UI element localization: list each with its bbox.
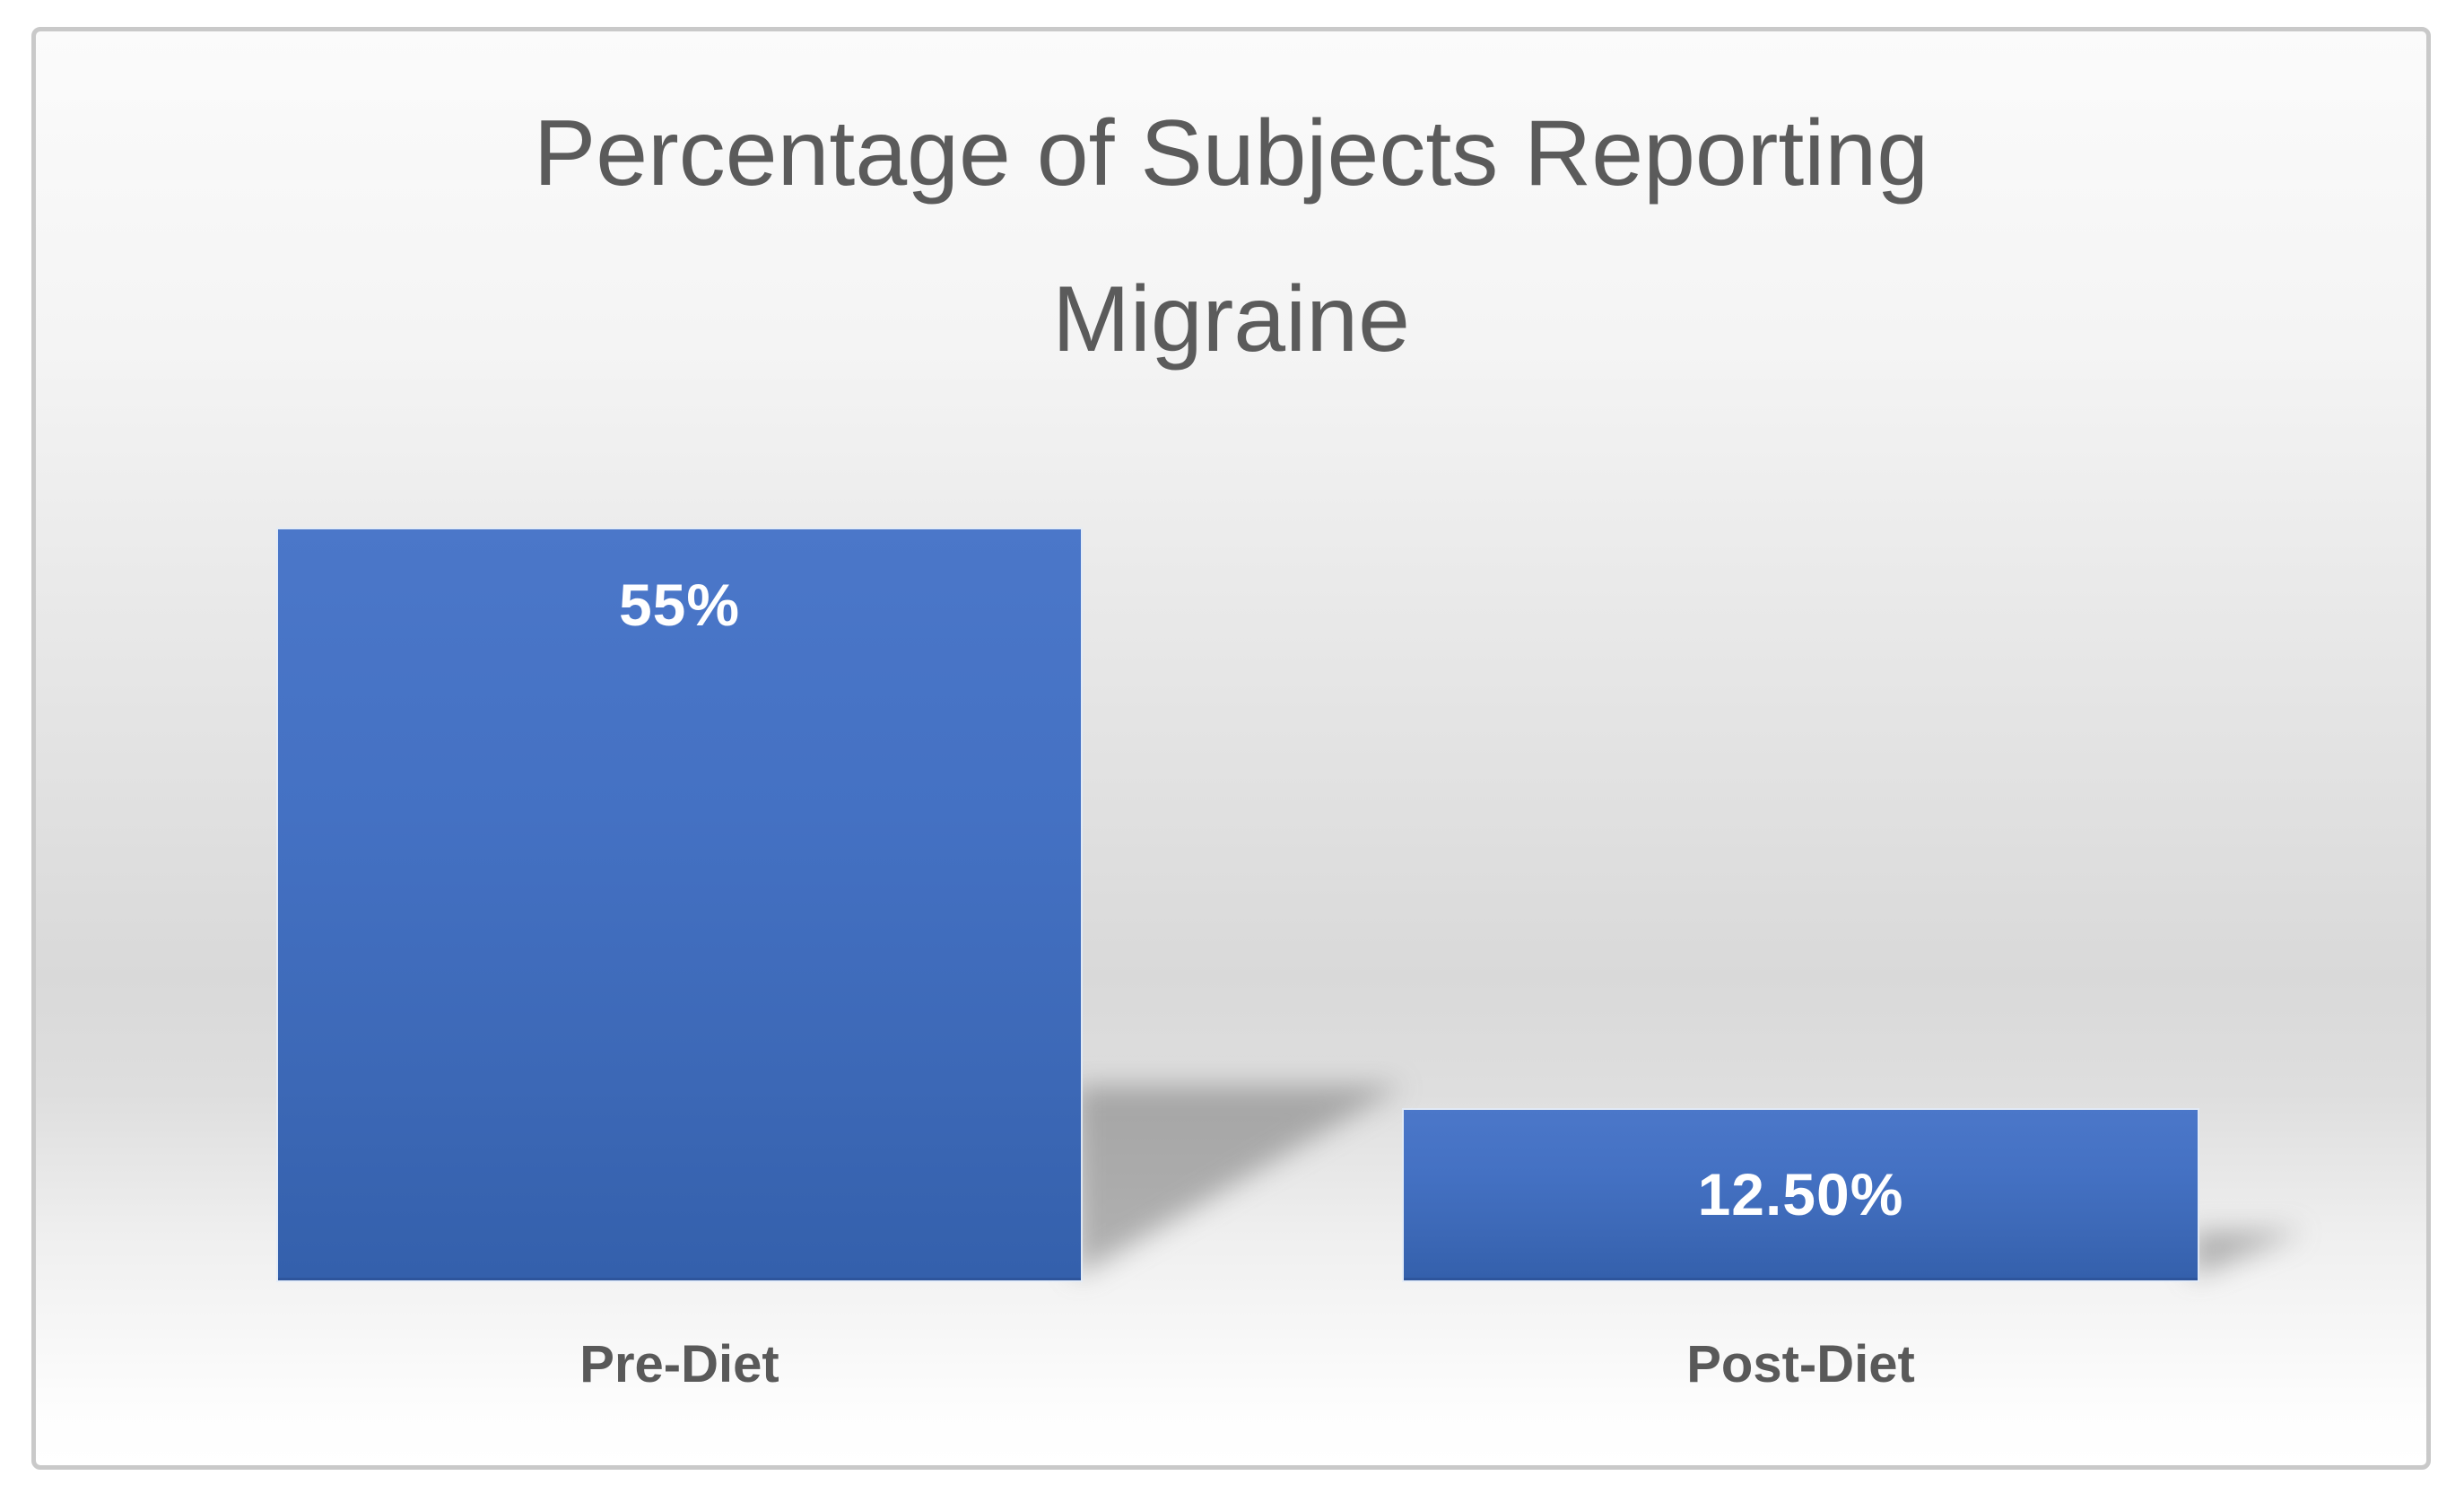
bar-shadow-shape <box>1075 1085 1403 1277</box>
bar-post-diet: 12.50% <box>1404 1110 2198 1280</box>
chart-title: Percentage of Subjects Reporting Migrain… <box>533 101 1929 372</box>
category-label-post-diet: Post-Diet <box>1686 1335 1915 1393</box>
bar-shadow-post-diet <box>2192 1230 2305 1277</box>
data-label-post-diet: 12.50% <box>1697 1160 1904 1227</box>
plot-area: 55% 12.50% Pre-Diet Post-Diet <box>36 31 2426 1465</box>
bar-pre-diet: 55% <box>278 529 1081 1280</box>
data-label-pre-diet: 55% <box>618 572 741 638</box>
category-label-pre-diet: Pre-Diet <box>579 1335 779 1393</box>
bar-shadow-pre-diet <box>1075 1085 1403 1277</box>
bar-shadow-shape <box>2192 1230 2305 1277</box>
chart-frame: Percentage of Subjects Reporting Migrain… <box>31 27 2431 1470</box>
